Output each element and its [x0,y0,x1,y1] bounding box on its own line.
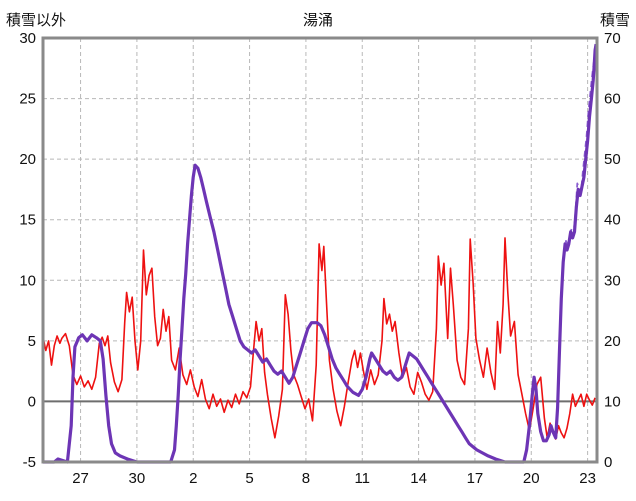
left-axis-tick-label: 0 [28,393,36,410]
right-axis-tick-label: 0 [604,454,612,471]
series-non-snow [42,237,596,440]
right-axis-tick-label: 30 [604,272,621,289]
left-axis-title: 積雪以外 [6,12,67,29]
right-axis-tick-label: 10 [604,393,621,410]
x-axis-tick-label: 17 [467,470,484,487]
x-axis-tick-label: 14 [410,470,427,487]
series-snow-depth [43,43,598,464]
x-axis-tick-label: 23 [579,470,596,487]
right-axis-tick-label: 40 [604,212,621,229]
left-axis-tick-label: -5 [23,454,36,471]
left-axis-tick-label: 10 [19,272,36,289]
series-snow-depth-dashed [555,47,597,432]
left-axis-tick-label: 30 [19,30,36,47]
right-axis-tick-label: 50 [604,151,621,168]
left-axis-tick-label: 15 [19,212,36,229]
left-axis-tick-label: 5 [28,333,36,350]
x-axis-tick-label: 2 [189,470,197,487]
left-axis-tick-label: 20 [19,151,36,168]
right-axis-tick-label: 70 [604,30,621,47]
x-axis-tick-label: 20 [523,470,540,487]
right-axis-tick-label: 60 [604,91,621,108]
right-axis-title: 積雪 [599,12,630,29]
plot-frame [41,36,599,464]
x-axis-tick-label: 5 [245,470,253,487]
chart-title: 湯涌 [302,12,334,29]
x-axis-tick-label: 11 [354,470,370,487]
left-axis-tick-label: 25 [19,91,36,108]
x-axis-tick-label: 30 [129,470,146,487]
x-axis-tick-label: 8 [302,470,310,487]
right-axis-tick-label: 20 [604,333,621,350]
x-axis-tick-label: 27 [72,470,89,487]
